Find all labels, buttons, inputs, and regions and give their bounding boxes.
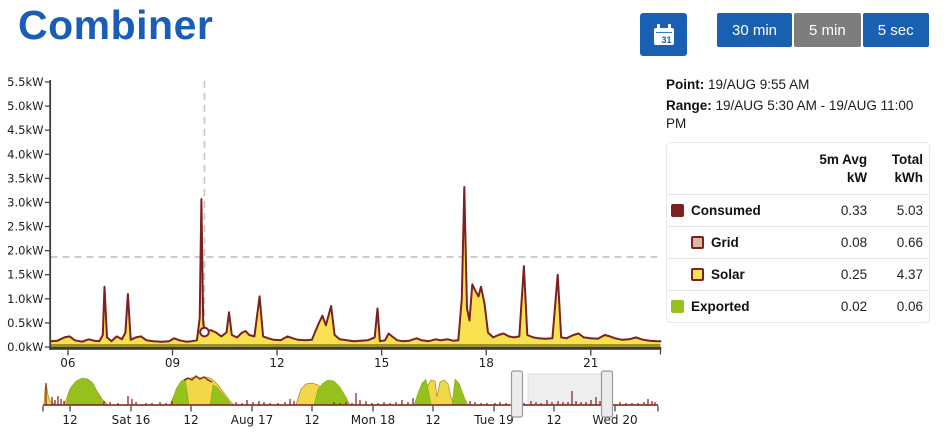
overview-exported-area — [65, 377, 106, 406]
overview-axis-label: Aug 17 — [231, 413, 274, 427]
exported-swatch-icon — [671, 300, 684, 314]
legend-row-solar[interactable]: Solar 0.25 4.37 — [667, 259, 929, 292]
point-label: Point: — [666, 77, 705, 92]
overview-exported-area — [451, 378, 469, 406]
y-axis-label: 5.5kW — [7, 75, 43, 89]
legend-label: Grid — [671, 235, 739, 250]
x-axis-label: 06 — [60, 356, 75, 368]
overview-timeline-chart[interactable]: 12 Sat 16 12 Aug 17 12 Mon 18 12 Tue 19 12 Wed 20 — [0, 366, 670, 435]
consumed-line — [49, 186, 662, 343]
overview-axis-label: Mon 18 — [351, 413, 395, 427]
consumed-swatch-icon — [671, 204, 684, 218]
range-readout: Range: 19/AUG 5:30 AM - 19/AUG 11:00 PM — [666, 97, 930, 133]
y-axis-label: 2.5kW — [7, 220, 43, 234]
point-marker[interactable] — [199, 326, 210, 338]
legend-total-value: 4.37 — [873, 259, 929, 292]
x-axis-label: 09 — [165, 356, 180, 368]
calendar-button[interactable]: 31 — [640, 13, 687, 56]
overview-axis-label: 12 — [183, 413, 198, 427]
y-axis-label: 0.0kW — [7, 340, 43, 354]
overview-consumed-ridge — [183, 375, 213, 383]
y-axis-label: 4.5kW — [7, 123, 43, 137]
overview-axis-label: 12 — [425, 413, 440, 427]
x-axis-label: 15 — [374, 356, 389, 368]
overview-axis-label: Tue 19 — [473, 413, 514, 427]
legend-avg-value: 0.08 — [795, 227, 874, 260]
y-axis-line — [49, 80, 52, 350]
brush-handle-left[interactable] — [510, 370, 524, 418]
y-axis-label: 3.0kW — [7, 195, 43, 209]
overview-solar-area — [423, 379, 455, 406]
overview-axis-label: 12 — [62, 413, 77, 427]
y-axis-label: 1.0kW — [7, 292, 43, 306]
legend-avg-value: 0.33 — [795, 195, 874, 228]
brush-selection-region[interactable] — [527, 373, 608, 406]
interval-button-group: 30 min 5 min 5 sec — [717, 13, 929, 47]
x-axis-line — [49, 347, 662, 350]
legend-total-value: 0.06 — [896, 299, 923, 315]
interval-button-30min[interactable]: 30 min — [717, 13, 793, 47]
overview-axis-label: 12 — [304, 413, 319, 427]
baseline-strip — [50, 344, 661, 347]
y-axis-label: 1.5kW — [7, 268, 43, 282]
solar-area — [50, 187, 661, 347]
range-value: 19/AUG 5:30 AM - 19/AUG 11:00 PM — [666, 98, 914, 131]
page-title: Combiner — [18, 2, 214, 48]
calendar-icon-day: 31 — [661, 34, 672, 45]
main-power-chart[interactable]: 0.0kW 0.5kW 1.0kW 1.5kW 2.0kW 2.5kW 3.0kW 3.5kW… — [0, 75, 670, 368]
calendar-icon-ring — [667, 23, 671, 29]
y-axis-label: 2.0kW — [7, 244, 43, 258]
y-axis-label: 5.0kW — [7, 99, 43, 113]
legend-avg-value: 0.25 — [795, 259, 874, 292]
legend-header-empty — [667, 143, 795, 196]
legend-label: Solar — [671, 267, 745, 282]
grid-swatch-icon — [691, 236, 704, 250]
calendar-icon-ring — [656, 23, 660, 29]
legend-header-avg: 5m Avg kW — [795, 143, 874, 196]
legend-label: Exported — [671, 299, 750, 314]
y-axis-label: 3.5kW — [7, 171, 43, 185]
legend-row-exported[interactable]: Exported 0.02 0.06 — [667, 291, 929, 322]
interval-button-5sec[interactable]: 5 sec — [862, 13, 929, 47]
solar-swatch-icon — [691, 268, 704, 282]
x-axis-label: 18 — [479, 356, 494, 368]
legend-table: 5m Avg kW Total kWh Consumed 0.33 5.03 G… — [666, 142, 930, 324]
brush-handle-right[interactable] — [600, 370, 614, 418]
overview-axis-label: Sat 16 — [112, 413, 151, 427]
y-axis-label: 4.0kW — [7, 147, 43, 161]
legend-row-grid[interactable]: Grid 0.08 0.66 — [667, 227, 929, 260]
interval-button-5min[interactable]: 5 min — [794, 13, 861, 47]
legend-header-total: Total kWh — [873, 143, 929, 196]
overview-axis-label: Wed 20 — [592, 413, 637, 427]
point-value: 19/AUG 9:55 AM — [708, 77, 810, 92]
overview-exported-area — [413, 378, 432, 406]
y-axis-label: 0.5kW — [7, 316, 43, 330]
point-readout: Point: 19/AUG 9:55 AM — [666, 76, 930, 94]
x-axis-label: 21 — [583, 356, 598, 368]
overview-baseline — [43, 404, 658, 406]
legend-avg-value: 0.02 — [840, 299, 868, 315]
overview-exported-area — [313, 379, 351, 406]
legend-total-value: 0.66 — [873, 227, 929, 260]
calendar-icon-header — [655, 31, 672, 33]
legend-label: Consumed — [671, 203, 761, 218]
details-panel: Point: 19/AUG 9:55 AM Range: 19/AUG 5:30… — [666, 76, 930, 324]
range-label: Range: — [666, 98, 712, 113]
legend-row-consumed[interactable]: Consumed 0.33 5.03 — [667, 195, 929, 228]
x-axis-label: 12 — [269, 356, 284, 368]
calendar-icon: 31 — [653, 23, 674, 45]
legend-total-value: 5.03 — [873, 195, 929, 228]
overview-axis-label: 12 — [546, 413, 561, 427]
